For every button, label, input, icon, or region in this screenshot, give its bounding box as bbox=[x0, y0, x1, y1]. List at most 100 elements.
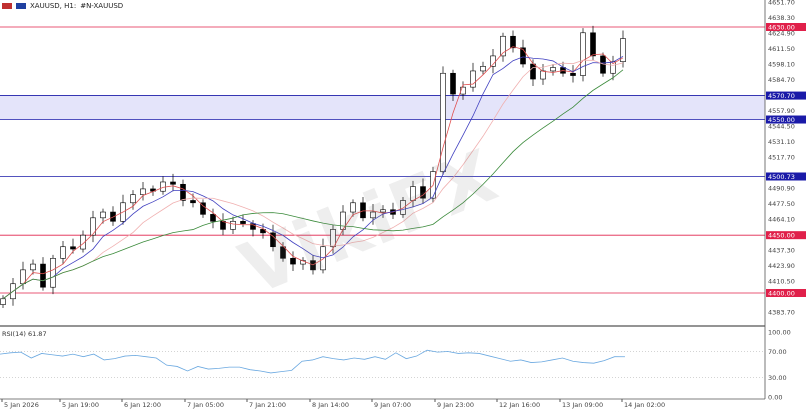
candle bbox=[520, 47, 526, 65]
candle bbox=[480, 66, 486, 72]
level-label: 4400.00 bbox=[768, 289, 795, 297]
rsi-tick: 100.00 bbox=[768, 329, 791, 337]
price-tick: 4490.90 bbox=[768, 184, 795, 192]
time-tick: 9 Jan 23:00 bbox=[437, 401, 474, 409]
candle bbox=[440, 72, 446, 172]
candle bbox=[160, 181, 166, 192]
candle bbox=[220, 220, 226, 230]
chart-header: XAUUSD, H1: #N-XAUUSD bbox=[2, 2, 123, 10]
candle bbox=[240, 220, 246, 224]
candle bbox=[320, 246, 326, 271]
candle bbox=[500, 35, 506, 57]
rsi-tick: 0.00 bbox=[768, 394, 782, 402]
candle bbox=[580, 32, 586, 76]
candle bbox=[280, 246, 286, 259]
candle bbox=[180, 183, 186, 201]
candle bbox=[460, 86, 466, 95]
price-tick: 4544.50 bbox=[768, 122, 795, 130]
price-tick: 4517.70 bbox=[768, 153, 795, 161]
level-tag bbox=[766, 231, 806, 240]
moving-average-20 bbox=[2, 59, 624, 300]
candle bbox=[40, 263, 46, 288]
price-tick: 4598.10 bbox=[768, 60, 795, 68]
price-tick: 4557.90 bbox=[768, 107, 795, 115]
candle bbox=[90, 217, 96, 236]
level-tag bbox=[766, 115, 806, 124]
time-tick: 7 Jan 05:00 bbox=[187, 401, 224, 409]
flag-icon-usd bbox=[16, 3, 26, 9]
moving-average-12 bbox=[2, 55, 624, 300]
price-tick: 4531.10 bbox=[768, 138, 795, 146]
price-tick: 4383.70 bbox=[768, 308, 795, 316]
candle bbox=[290, 257, 296, 265]
symbol-description: #N-XAUUSD bbox=[80, 2, 124, 10]
candle bbox=[530, 63, 536, 80]
moving-average-5 bbox=[2, 46, 624, 300]
level-tag bbox=[766, 23, 806, 31]
time-tick: 5 Jan 19:00 bbox=[62, 401, 99, 409]
candle bbox=[230, 220, 236, 230]
candle bbox=[450, 72, 456, 95]
level-label: 4570.70 bbox=[768, 92, 795, 100]
level-label: 4500.73 bbox=[768, 173, 795, 181]
candle bbox=[210, 214, 216, 222]
level-label: 4550.00 bbox=[768, 116, 795, 124]
candle bbox=[620, 38, 626, 62]
price-tick: 4584.70 bbox=[768, 76, 795, 84]
moving-average-40 bbox=[2, 69, 624, 300]
candle bbox=[60, 246, 66, 259]
candle bbox=[380, 209, 386, 213]
candle bbox=[570, 72, 576, 76]
rsi-label: RSI(14) 61.87 bbox=[2, 330, 47, 338]
time-tick: 14 Jan 02:00 bbox=[624, 401, 665, 409]
candle bbox=[0, 298, 6, 305]
time-tick: 6 Jan 12:00 bbox=[124, 401, 161, 409]
candle bbox=[590, 32, 596, 57]
price-tick: 4638.30 bbox=[768, 14, 795, 22]
candle bbox=[100, 211, 106, 219]
level-tag bbox=[766, 172, 806, 181]
candle bbox=[550, 67, 556, 72]
candle bbox=[370, 211, 376, 219]
candle bbox=[170, 181, 176, 185]
time-tick: 8 Jan 14:00 bbox=[312, 401, 349, 409]
price-tick: 4410.50 bbox=[768, 277, 795, 285]
candle bbox=[140, 188, 146, 195]
price-tick: 4437.30 bbox=[768, 246, 795, 254]
flag-icon bbox=[2, 3, 12, 9]
price-tick: 4651.70 bbox=[768, 0, 795, 6]
candle bbox=[510, 35, 516, 49]
support-zone bbox=[0, 95, 765, 120]
candle bbox=[50, 257, 56, 288]
candle bbox=[200, 202, 206, 215]
price-tick: 4611.50 bbox=[768, 45, 795, 53]
candle bbox=[80, 234, 86, 250]
candle bbox=[360, 202, 366, 219]
candle bbox=[190, 200, 196, 204]
time-tick: 5 Jan 2026 bbox=[4, 401, 39, 409]
candle bbox=[70, 246, 76, 250]
level-label: 4630.00 bbox=[768, 24, 795, 32]
time-tick: 12 Jan 16:00 bbox=[499, 401, 540, 409]
candle bbox=[540, 70, 546, 80]
price-tick: 4477.50 bbox=[768, 200, 795, 208]
price-tick: 4464.10 bbox=[768, 215, 795, 223]
time-tick: 7 Jan 21:00 bbox=[249, 401, 286, 409]
price-tick: 4423.90 bbox=[768, 262, 795, 270]
rsi-tick: 30.00 bbox=[768, 374, 787, 382]
level-tag bbox=[766, 288, 806, 297]
candle bbox=[400, 200, 406, 215]
candle bbox=[260, 229, 266, 234]
symbol-label: XAUUSD, H1: bbox=[30, 2, 77, 10]
time-tick: 9 Jan 07:00 bbox=[374, 401, 411, 409]
rsi-line bbox=[0, 349, 626, 374]
level-label: 4450.00 bbox=[768, 232, 795, 240]
time-tick: 13 Jan 09:00 bbox=[562, 401, 603, 409]
price-tick: 4624.90 bbox=[768, 29, 795, 37]
candle bbox=[270, 232, 276, 248]
level-tag bbox=[766, 91, 806, 100]
candle bbox=[30, 263, 36, 271]
candle bbox=[130, 194, 136, 204]
